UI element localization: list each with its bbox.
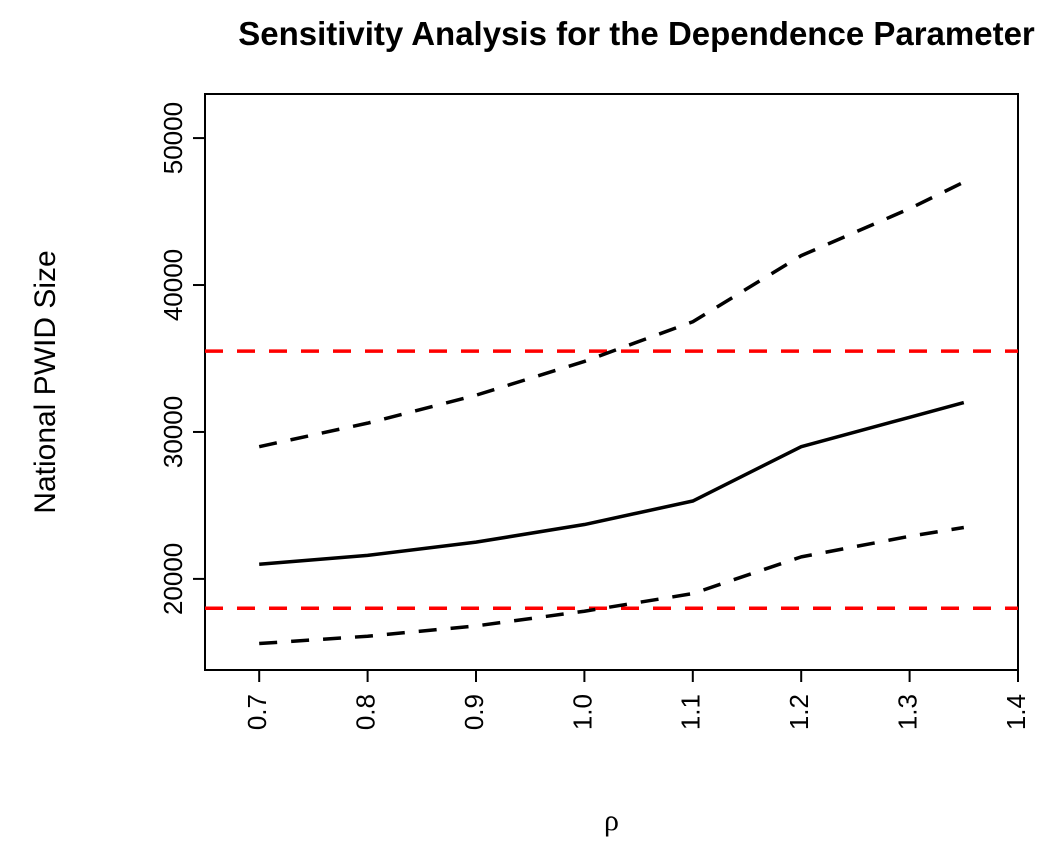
chart-title: Sensitivity Analysis for the Dependence … xyxy=(238,15,1035,52)
y-tick-label: 40000 xyxy=(158,249,188,321)
y-tick-label: 30000 xyxy=(158,396,188,468)
x-tick-label: 0.7 xyxy=(242,694,272,730)
sensitivity-chart: 0.7 0.8 0.9 1.0 1.1 1.2 1.3 1.4 20000 30000 40000 5… xyxy=(0,0,1050,848)
series-mid xyxy=(259,403,964,565)
x-tick-label: 1.2 xyxy=(784,694,814,730)
x-tick-label: 0.9 xyxy=(459,694,489,730)
x-tick-label: 1.4 xyxy=(1001,694,1031,730)
y-tick-label: 50000 xyxy=(158,102,188,174)
y-tick-label: 20000 xyxy=(158,543,188,615)
x-tick-label: 1.3 xyxy=(892,694,922,730)
chart-svg: 0.7 0.8 0.9 1.0 1.1 1.2 1.3 1.4 20000 30000 40000 5… xyxy=(0,0,1050,848)
x-tick-label: 1.0 xyxy=(567,694,597,730)
x-tick-label: 1.1 xyxy=(676,694,706,730)
series-upper xyxy=(259,182,964,446)
series-lower xyxy=(259,527,964,643)
x-axis-label: ρ xyxy=(604,804,619,837)
plot-box xyxy=(205,94,1018,670)
x-tick-label: 0.8 xyxy=(350,694,380,730)
y-axis-label: National PWID Size xyxy=(29,250,62,513)
